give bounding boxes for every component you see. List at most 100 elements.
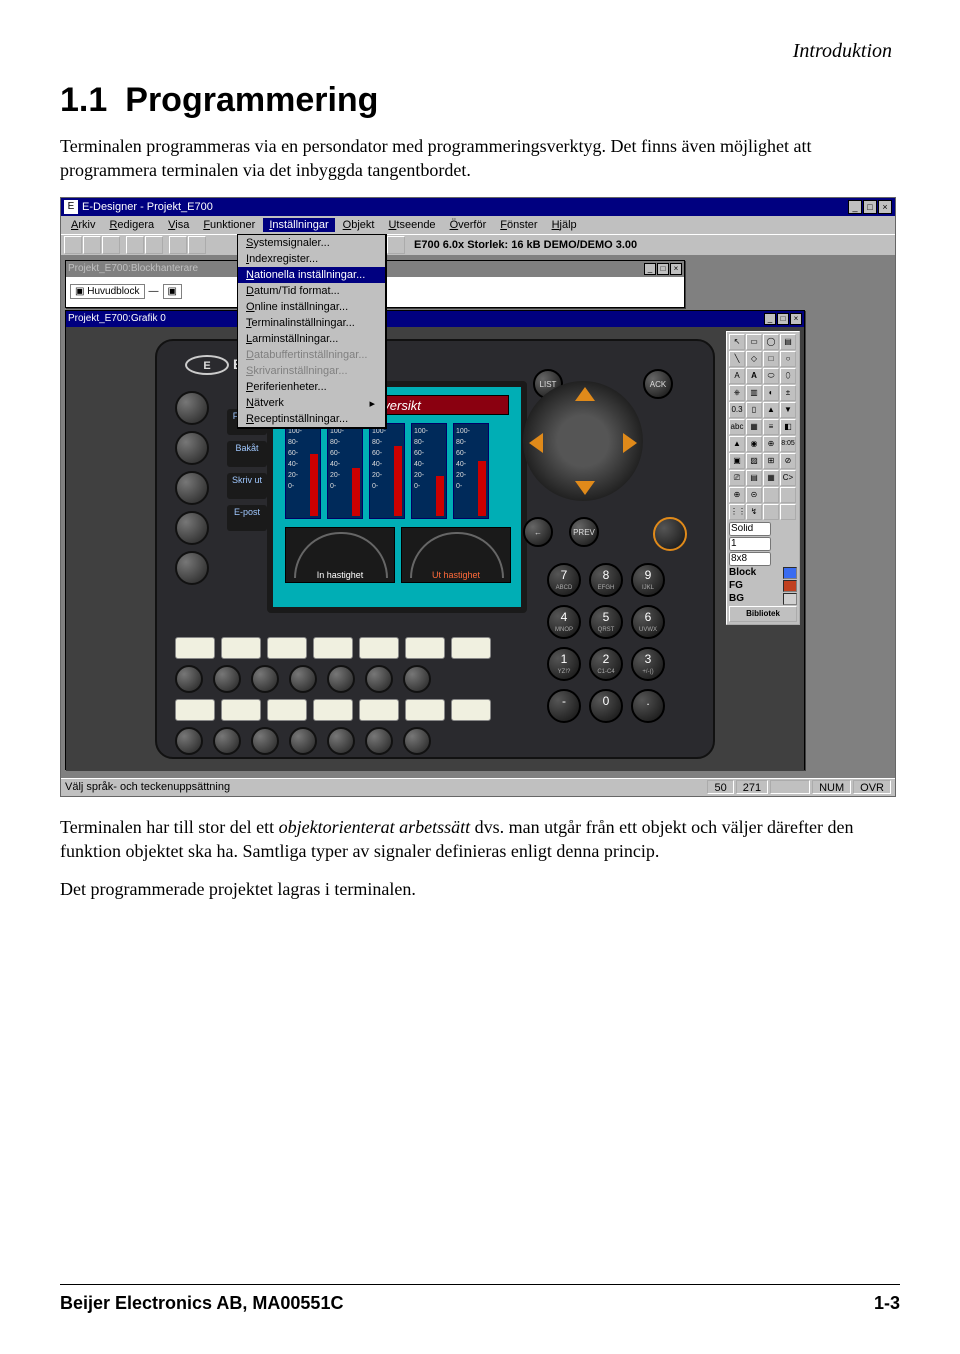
keypad-key--[interactable]: - [547,689,581,723]
palette-tool[interactable]: ⎈ [729,385,745,401]
menu-inställningar[interactable]: Inställningar [263,218,334,232]
round-button[interactable] [327,665,355,693]
round-button[interactable] [175,551,209,585]
palette-tool[interactable]: ◐ [763,385,779,401]
menu-item[interactable]: Nätverk▸ [238,395,385,411]
toolbar-button[interactable] [169,236,187,254]
function-key[interactable] [359,699,399,721]
round-button[interactable] [365,665,393,693]
keypad-key-5[interactable]: 5QRST [589,605,623,639]
palette-tool[interactable]: ⊝ [746,487,762,503]
menu-utseende[interactable]: Utseende [382,218,441,232]
palette-tool[interactable]: □ [763,351,779,367]
toolbar-button[interactable] [126,236,144,254]
palette-tool[interactable]: ▣ [729,453,745,469]
palette-tool[interactable]: ◇ [746,351,762,367]
fg-color-swatch[interactable] [783,580,797,592]
menu-item[interactable]: Terminalinställningar... [238,315,385,331]
minimize-icon[interactable]: _ [644,263,656,275]
round-button[interactable] [175,727,203,755]
keypad-key-3[interactable]: 3+/-() [631,647,665,681]
linestyle-select[interactable] [729,522,771,536]
function-key[interactable] [451,699,491,721]
function-key[interactable] [221,699,261,721]
bg-color-swatch[interactable] [783,593,797,605]
palette-tool[interactable]: ⋮⋮ [729,504,745,520]
palette-tool[interactable]: ▨ [746,453,762,469]
close-button[interactable]: × [878,200,892,214]
keypad-key-7[interactable]: 7ABCD [547,563,581,597]
function-key[interactable] [267,637,307,659]
palette-tool[interactable] [763,504,779,520]
round-button[interactable] [175,511,209,545]
graphics-canvas[interactable]: EE700 FramåtBakåtSkriv utE-post Översikt… [66,327,804,771]
arrow-right-icon[interactable] [623,433,637,453]
palette-tool[interactable] [763,487,779,503]
function-key[interactable] [359,637,399,659]
round-button[interactable] [251,727,279,755]
palette-tool[interactable]: abc [729,419,745,435]
menu-item[interactable]: Datum/Tid format... [238,283,385,299]
keypad-key-1[interactable]: 1YZ!? [547,647,581,681]
graphics-window-titlebar[interactable]: Projekt_E700:Grafik 0 _□× [66,311,804,327]
keypad-key-4[interactable]: 4MNOP [547,605,581,639]
close-icon[interactable]: × [670,263,682,275]
tool-palette[interactable]: ↖▭◯▤ ╲◇□○ AA⬭⬯ ⎈▥◐± 0.3▯▲▼ abc▦≡◧ ▲◉⊕8:0… [726,331,800,625]
linewidth-input[interactable] [729,537,771,551]
keypad-key-.[interactable]: . [631,689,665,723]
enter-button[interactable] [653,517,687,551]
arrow-up-icon[interactable] [575,387,595,401]
function-key[interactable] [405,699,445,721]
menu-item[interactable]: Periferienheter... [238,379,385,395]
round-button[interactable] [213,727,241,755]
menu-item[interactable]: Larminställningar... [238,331,385,347]
side-label-button[interactable]: Skriv ut [227,473,267,499]
toolbar-button[interactable] [188,236,206,254]
palette-tool[interactable]: ▼ [780,402,796,418]
round-button[interactable] [403,665,431,693]
function-key[interactable] [451,637,491,659]
arrow-down-icon[interactable] [575,481,595,495]
palette-tool[interactable]: ± [780,385,796,401]
round-button[interactable] [175,665,203,693]
round-button[interactable] [403,727,431,755]
tree-node[interactable]: ▣ Huvudblock [70,284,145,299]
palette-tool[interactable]: ⊘ [780,453,796,469]
dpad[interactable] [523,381,643,501]
round-button[interactable] [327,727,355,755]
prev-button[interactable]: PREV [569,517,599,547]
side-label-button[interactable]: Bakåt [227,441,267,467]
palette-tool[interactable]: ⬭ [763,368,779,384]
palette-tool[interactable]: A [729,368,745,384]
round-button[interactable] [289,665,317,693]
function-key[interactable] [175,637,215,659]
palette-tool[interactable]: 0.3 [729,402,745,418]
keypad-key-8[interactable]: 8EFGH [589,563,623,597]
ack-button[interactable]: ACK [643,369,673,399]
menu-fönster[interactable]: Fönster [494,218,543,232]
palette-tool[interactable]: ⊕ [763,436,779,452]
menu-item[interactable]: Receptinställningar... [238,411,385,427]
palette-tool[interactable]: ↯ [746,504,762,520]
palette-tool[interactable]: ⊞ [763,453,779,469]
round-button[interactable] [365,727,393,755]
round-button[interactable] [251,665,279,693]
menu-item[interactable]: Indexregister... [238,251,385,267]
palette-tool[interactable] [780,504,796,520]
function-key[interactable] [175,699,215,721]
palette-tool[interactable]: 8:05 [780,436,796,452]
block-color-swatch[interactable] [783,567,797,579]
function-key[interactable] [267,699,307,721]
tree-node[interactable]: ▣ [163,284,182,299]
round-button[interactable] [289,727,317,755]
menubar[interactable]: ArkivRedigeraVisaFunktionerInställningar… [61,216,895,234]
menu-redigera[interactable]: Redigera [103,218,160,232]
palette-tool[interactable]: ▦ [746,419,762,435]
palette-tool[interactable]: ▥ [746,385,762,401]
palette-tool[interactable] [780,487,796,503]
palette-tool[interactable]: ◉ [746,436,762,452]
graphics-editor-window[interactable]: Projekt_E700:Grafik 0 _□× EE700 FramåtBa [65,310,805,770]
palette-tool[interactable]: ↖ [729,334,745,350]
palette-tool[interactable]: ▤ [780,334,796,350]
close-icon[interactable]: × [790,313,802,325]
